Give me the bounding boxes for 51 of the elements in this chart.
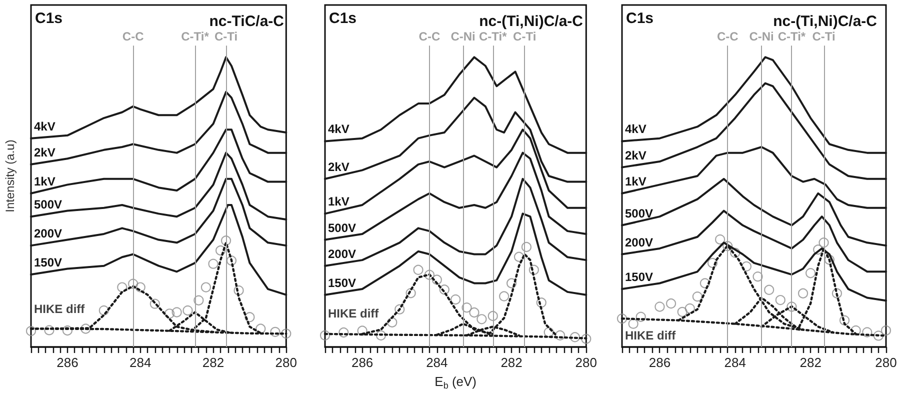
chart-title: nc-(Ti,Ni)C/a-C bbox=[773, 13, 878, 30]
ref-line-label: C-Ti bbox=[513, 30, 536, 44]
chart-title: nc-TiC/a-C bbox=[209, 13, 284, 30]
x-tick-label: 284 bbox=[426, 355, 448, 370]
series-label: 1kV bbox=[34, 174, 56, 188]
ref-line-label: C-Ti bbox=[812, 30, 836, 44]
series-label: 4kV bbox=[34, 119, 56, 134]
x-tick-label: 284 bbox=[724, 355, 746, 370]
ref-line-label: C-Ni bbox=[749, 30, 774, 44]
text: C1s bbox=[329, 10, 357, 27]
y-axis-title: Intensity (a.u) bbox=[3, 140, 17, 212]
series-label: 4kV bbox=[328, 122, 350, 136]
ref-line-label: C-Ti* bbox=[778, 30, 806, 44]
ref-line-label: C-Ti bbox=[214, 30, 238, 44]
x-tick-label: 286 bbox=[56, 355, 78, 370]
series-label: HIKE diff bbox=[328, 306, 380, 320]
chart-title: nc-(Ti,Ni)C/a-C bbox=[479, 13, 584, 30]
series-label: 1kV bbox=[625, 174, 646, 188]
x-tick-label: 282 bbox=[202, 355, 224, 370]
series-label: 2kV bbox=[625, 148, 646, 162]
series-label: 2kV bbox=[328, 160, 350, 174]
x-tick-label: 284 bbox=[130, 355, 152, 370]
series-label: 150V bbox=[34, 256, 62, 270]
ref-line-label: C-Ni bbox=[450, 30, 476, 44]
series-label: 150V bbox=[328, 276, 356, 290]
ref-line-label: C-C bbox=[418, 30, 440, 44]
series-label: HIKE diff bbox=[625, 328, 677, 343]
series-label: 200V bbox=[625, 235, 654, 250]
text: C1s bbox=[35, 10, 63, 27]
x-tick-label: 282 bbox=[500, 355, 522, 370]
series-label: 200V bbox=[34, 226, 62, 241]
x-tick-label: 282 bbox=[800, 355, 822, 370]
x-tick-label: 280 bbox=[275, 355, 298, 370]
series-label: 500V bbox=[625, 206, 654, 220]
x-tick-label: 286 bbox=[648, 355, 671, 370]
series-label: 150V bbox=[625, 270, 654, 284]
ref-line-label: C-C bbox=[122, 30, 144, 44]
series-label: 200V bbox=[328, 246, 356, 261]
x-tick-label: 280 bbox=[575, 355, 598, 370]
ref-line-label: C-Ti* bbox=[181, 30, 210, 44]
series-label: 2kV bbox=[34, 145, 56, 160]
series-label: HIKE diff bbox=[34, 302, 86, 316]
series-label: 500V bbox=[34, 198, 62, 212]
x-tick-label: 286 bbox=[351, 355, 374, 370]
x-tick-label: 280 bbox=[875, 355, 897, 370]
series-label: 500V bbox=[328, 220, 356, 235]
series-label: 1kV bbox=[328, 194, 350, 209]
series-label: 4kV bbox=[625, 122, 646, 136]
ref-line-label: C-C bbox=[716, 30, 739, 44]
ref-line-label: C-Ti* bbox=[478, 30, 508, 44]
text: C1s bbox=[626, 10, 654, 27]
